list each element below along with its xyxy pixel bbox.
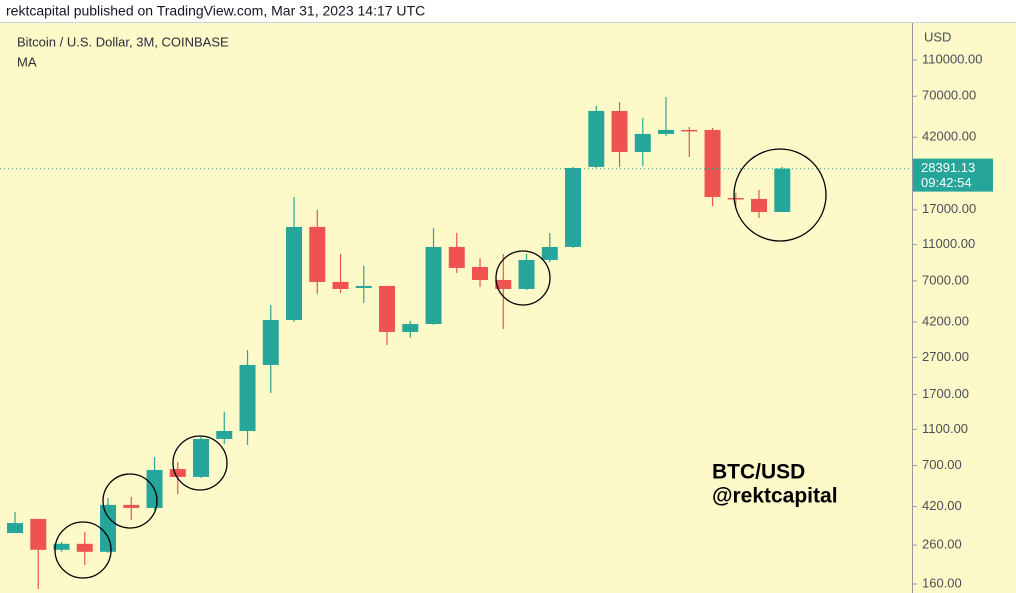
chart-subtitle: MA [17, 54, 37, 69]
candle-body [123, 504, 140, 508]
candle-body [658, 129, 675, 134]
candle-body [100, 504, 117, 552]
y-tick-label: 160.00 [922, 575, 962, 590]
candle-body [495, 279, 512, 289]
last-price-label: 28391.13 [921, 160, 975, 175]
candle-body [727, 197, 744, 200]
candle-body [634, 133, 651, 152]
last-price-box [913, 158, 993, 192]
candle-body [30, 518, 47, 550]
candle-body [425, 246, 442, 325]
candle-body [239, 364, 256, 431]
candle-body [565, 167, 582, 247]
candle-body [193, 438, 210, 477]
chart-title: Bitcoin / U.S. Dollar, 3M, COINBASE [17, 34, 229, 49]
candle-body [76, 543, 93, 552]
candle-body [7, 523, 24, 534]
candle-body [541, 246, 558, 260]
y-tick-label: 260.00 [922, 536, 962, 551]
candle-body [448, 246, 465, 268]
candle-body [332, 281, 349, 289]
candle-body [286, 226, 303, 321]
header-text: rektcapital published on TradingView.com… [6, 3, 425, 19]
highlight-circle [495, 250, 551, 306]
candle-body [681, 129, 698, 132]
highlight-circle [102, 473, 158, 529]
y-tick-label: 7000.00 [922, 272, 969, 287]
y-tick-label: 110000.00 [922, 51, 983, 66]
candle-body [216, 430, 233, 439]
highlight-circle [733, 148, 827, 242]
y-tick-label: 1100.00 [922, 421, 968, 436]
candle-body [518, 259, 535, 289]
candle-body [611, 110, 628, 152]
y-tick-label: 70000.00 [922, 88, 976, 103]
y-tick-label: 2700.00 [922, 349, 969, 364]
candle-body [355, 285, 372, 288]
y-axis-label: USD [924, 29, 951, 44]
annotation: @rektcapital [712, 485, 838, 508]
highlight-circle [54, 521, 112, 579]
candles [7, 96, 791, 590]
countdown-label: 09:42:54 [921, 175, 972, 190]
y-tick-label: 11000.00 [922, 236, 975, 251]
candle-body [402, 324, 419, 332]
y-tick-label: 42000.00 [922, 129, 976, 144]
candle-body [774, 168, 791, 212]
y-tick-label: 700.00 [922, 457, 962, 472]
candle-body [472, 266, 489, 280]
candle-body [704, 129, 721, 197]
candle-body [169, 469, 186, 477]
candle-body [751, 198, 768, 212]
y-tick-label: 4200.00 [922, 313, 969, 328]
y-tick-label: 17000.00 [922, 201, 976, 216]
y-tick-label: 420.00 [922, 498, 962, 513]
annotation: BTC/USD [712, 461, 805, 484]
highlight-circles [54, 148, 827, 579]
candle-body [379, 285, 396, 332]
header-bar [0, 0, 1016, 22]
candle-body [588, 110, 605, 167]
candle-body [262, 320, 279, 365]
highlight-circle [172, 435, 228, 491]
candle-body [309, 226, 326, 282]
y-tick-label: 1700.00 [922, 386, 969, 401]
axis-background [912, 23, 1016, 593]
candle-body [53, 543, 70, 550]
